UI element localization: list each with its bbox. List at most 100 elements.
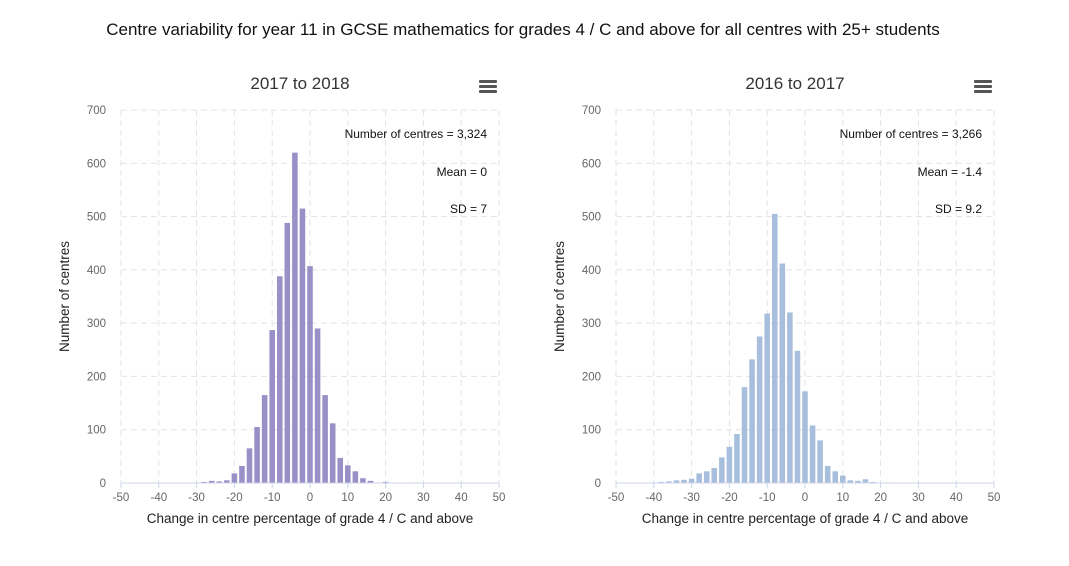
histogram-bar[interactable] [224, 480, 230, 483]
histogram-bar[interactable] [696, 473, 702, 483]
histogram-bar[interactable] [862, 479, 869, 483]
histogram-bar[interactable] [787, 312, 793, 483]
x-tick-label: 50 [988, 492, 1001, 504]
histogram-bar[interactable] [855, 480, 861, 483]
x-axis-title: Change in centre percentage of grade 4 /… [642, 511, 968, 526]
x-tick-label: 0 [307, 492, 313, 504]
histogram-bar[interactable] [314, 328, 321, 483]
chart-svg: 2016 to 2017-50 -40 -30 -20 -10 0 10 20 30 40 5001… [552, 74, 1001, 526]
histogram-bar[interactable] [208, 480, 215, 483]
histogram-bar[interactable] [231, 473, 238, 483]
histogram-bar[interactable] [779, 263, 786, 483]
histogram-bar[interactable] [292, 152, 298, 483]
y-axis-title: Number of centres [57, 241, 72, 352]
x-tick-label: 30 [417, 492, 430, 504]
y-tick-label: 200 [87, 371, 106, 383]
histogram-bar[interactable] [703, 471, 710, 483]
x-tick-label: 50 [493, 492, 506, 504]
histogram-bar[interactable] [284, 222, 291, 484]
histogram-bar[interactable] [367, 480, 374, 483]
y-tick-label: 100 [87, 425, 106, 437]
histogram-bar[interactable] [870, 481, 876, 483]
stat-annotation: Mean = 0 [437, 165, 488, 179]
histogram-bar[interactable] [666, 481, 672, 483]
y-axis-title: Number of centres [552, 241, 567, 352]
x-tick-label: 20 [874, 492, 887, 504]
x-tick-label: 30 [912, 492, 925, 504]
histogram-bar[interactable] [337, 457, 344, 483]
y-tick-label: 400 [582, 265, 601, 277]
x-tick-label: -20 [721, 492, 738, 504]
histogram-bar[interactable] [239, 465, 245, 483]
histogram-bar[interactable] [802, 391, 808, 483]
histogram-bar[interactable] [749, 359, 755, 483]
histogram-bar[interactable] [329, 423, 336, 483]
histogram-bar[interactable] [322, 395, 328, 483]
chart-title: 2017 to 2018 [250, 74, 349, 93]
histogram-bar[interactable] [254, 427, 260, 483]
stat-annotation: Number of centres = 3,266 [840, 127, 983, 141]
histogram-bar[interactable] [840, 475, 846, 483]
stat-annotation: Mean = -1.4 [918, 165, 983, 179]
x-tick-label: -20 [226, 492, 243, 504]
histogram-bar[interactable] [261, 395, 268, 483]
histogram-bar[interactable] [246, 448, 253, 483]
x-tick-label: 0 [802, 492, 808, 504]
histogram-bar[interactable] [734, 433, 740, 483]
x-tick-label: -30 [188, 492, 205, 504]
x-tick-label: 10 [341, 492, 354, 504]
x-tick-label: 20 [379, 492, 392, 504]
histogram-bar[interactable] [276, 276, 283, 483]
y-tick-label: 600 [582, 158, 601, 170]
x-tick-label: -30 [683, 492, 700, 504]
histogram-bar[interactable] [817, 440, 823, 483]
histogram-bar[interactable] [352, 471, 359, 483]
hamburger-menu-icon[interactable] [479, 80, 497, 94]
x-tick-label: 10 [836, 492, 849, 504]
histogram-bar[interactable] [756, 336, 763, 483]
histogram-bar[interactable] [832, 471, 839, 483]
y-tick-label: 100 [582, 425, 601, 437]
y-tick-label: 200 [582, 371, 601, 383]
y-tick-label: 700 [87, 105, 106, 117]
histogram-bar[interactable] [764, 313, 770, 483]
histogram-bar[interactable] [673, 480, 680, 483]
histogram-bar[interactable] [201, 481, 207, 483]
y-tick-label: 0 [595, 478, 601, 490]
y-tick-label: 500 [87, 212, 106, 224]
y-tick-label: 0 [100, 478, 106, 490]
histogram-bar[interactable] [658, 481, 665, 483]
histogram-bar[interactable] [345, 465, 351, 483]
histogram-bar[interactable] [719, 457, 725, 483]
histogram-bar[interactable] [847, 480, 854, 483]
histogram-bar[interactable] [269, 330, 275, 483]
histogram-bar[interactable] [741, 387, 748, 483]
y-tick-label: 400 [87, 265, 106, 277]
x-tick-label: -50 [608, 492, 625, 504]
stat-annotation: SD = 7 [450, 202, 487, 216]
histogram-bar[interactable] [809, 425, 816, 483]
histogram-bar[interactable] [688, 478, 695, 483]
y-tick-label: 300 [582, 318, 601, 330]
histogram-bar[interactable] [771, 213, 778, 483]
histogram-bar[interactable] [360, 478, 366, 483]
x-tick-label: -40 [645, 492, 662, 504]
histogram-bar[interactable] [299, 208, 306, 484]
histogram-bar[interactable] [726, 446, 733, 483]
x-tick-label: 40 [455, 492, 468, 504]
y-tick-label: 700 [582, 105, 601, 117]
x-tick-label: -10 [264, 492, 281, 504]
page-title: Centre variability for year 11 in GCSE m… [106, 20, 940, 39]
x-tick-label: -40 [150, 492, 167, 504]
chart-title: 2016 to 2017 [745, 74, 844, 93]
histogram-bar[interactable] [824, 465, 831, 483]
hamburger-menu-icon[interactable] [974, 80, 992, 94]
histogram-bar[interactable] [681, 479, 687, 483]
histogram-bar[interactable] [794, 350, 801, 483]
histogram-bar[interactable] [382, 481, 389, 483]
histogram-bar[interactable] [711, 468, 718, 483]
x-tick-label: 40 [950, 492, 963, 504]
histogram-bar[interactable] [307, 266, 313, 483]
x-tick-label: -50 [113, 492, 130, 504]
histogram-bar[interactable] [216, 481, 223, 483]
